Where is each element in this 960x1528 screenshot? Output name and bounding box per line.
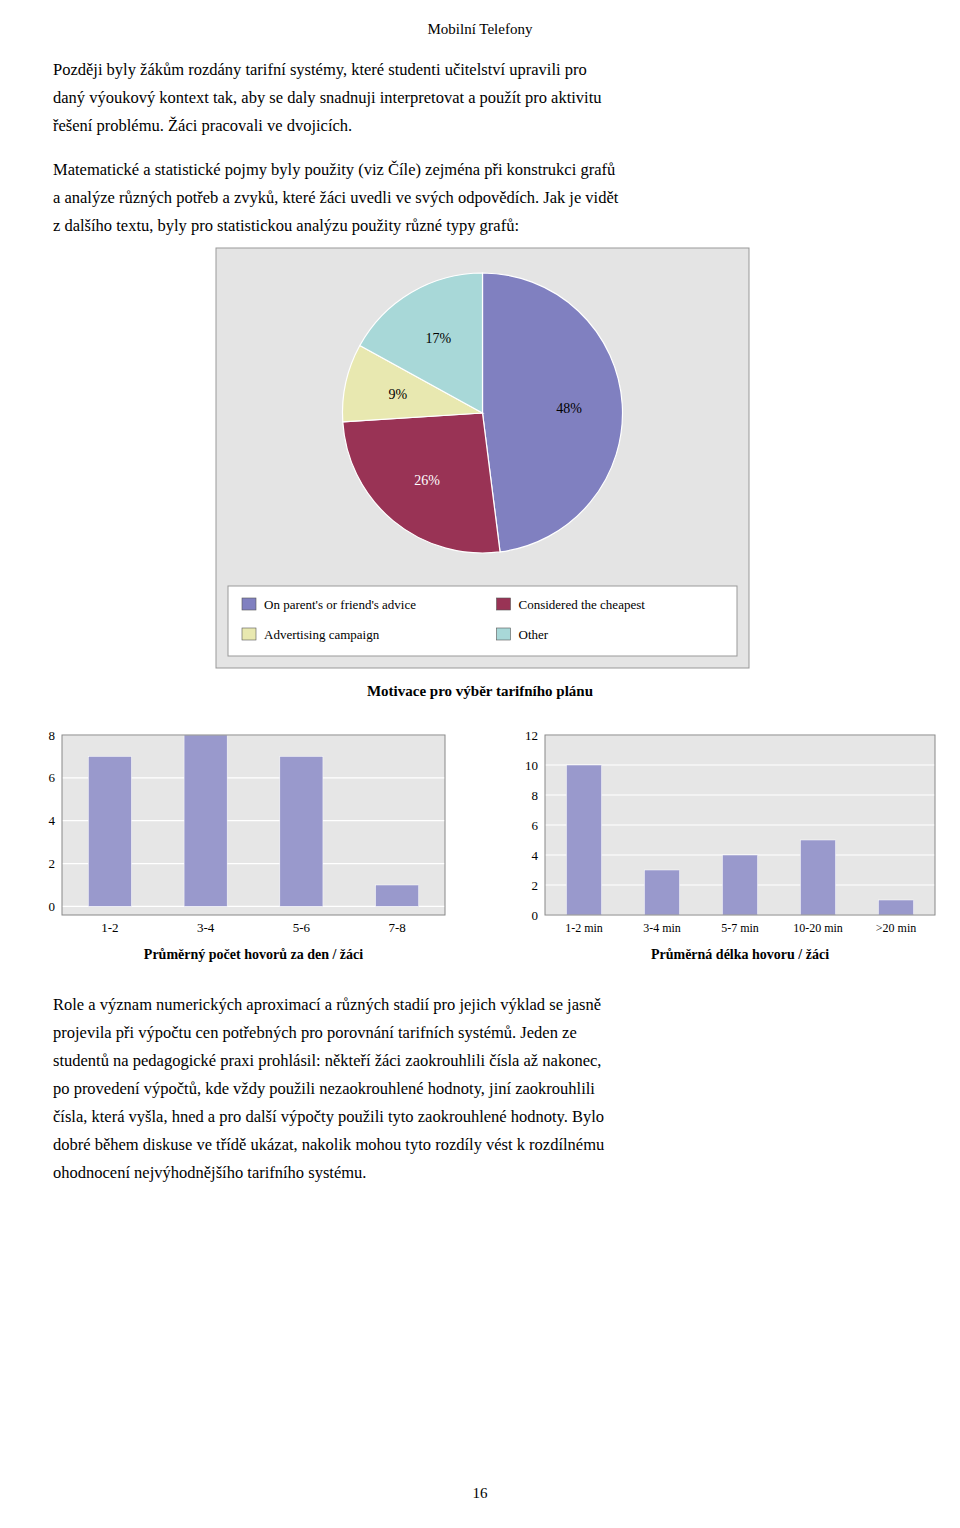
tick-label: 12	[525, 728, 538, 743]
body-text: Matematické a statistické pojmy byly pou…	[53, 160, 615, 179]
legend-entry: On parent's or friend's advice	[264, 597, 416, 612]
legend-entry: Considered the cheapest	[519, 597, 646, 612]
body-text: Později byly žákům rozdány tarifní systé…	[53, 60, 587, 79]
page: Mobilní Telefony Později byly žákům rozdá…	[0, 0, 960, 1528]
bar	[280, 756, 323, 906]
legend-swatch	[497, 628, 511, 640]
body-text: čísla, která vyšla, hned a pro další výp…	[53, 1107, 604, 1126]
body-text: dobré během diskuse ve třídě ukázat, nak…	[53, 1135, 604, 1154]
grid-line	[545, 824, 935, 825]
body-text: Role a význam numerických aproximací a r…	[53, 995, 601, 1014]
body-text: a analýze různých potřeb a zvyků, které …	[53, 188, 619, 207]
legend-swatch	[242, 628, 256, 640]
tick-label: 2	[49, 856, 56, 871]
bar	[376, 885, 419, 906]
plot-frame	[545, 735, 935, 915]
bar	[800, 840, 835, 915]
plot-frame	[62, 735, 445, 915]
legend-swatch	[242, 598, 256, 610]
legend-entry: Other	[519, 627, 549, 642]
tick-label: 6	[532, 818, 539, 833]
pie-slice	[343, 413, 500, 553]
pie-chart: 48% 26% 9% 17% On parent's or friend's advic…	[216, 248, 749, 668]
data-label: 48%	[556, 401, 582, 416]
legend	[228, 586, 737, 656]
pie-panel	[216, 248, 749, 668]
tick-label: 0	[49, 899, 56, 914]
bar	[722, 855, 757, 915]
tick-label: 5-7 min	[721, 921, 759, 935]
tick-label: 7-8	[388, 920, 405, 935]
tick-label: 10	[525, 758, 538, 773]
tick-label: 8	[532, 788, 539, 803]
plot-background	[545, 735, 935, 915]
bar	[88, 756, 131, 906]
body-text: ohodnocení nejvýhodnějšího tarifního sys…	[53, 1163, 366, 1182]
tick-label: 1-2 min	[565, 921, 603, 935]
tick-label: 3-4 min	[643, 921, 681, 935]
body-text: po provedení výpočtů, kde vždy použili n…	[53, 1079, 595, 1098]
bar	[184, 735, 227, 906]
chart-title: Průměrná délka hovoru / žáci	[651, 947, 829, 962]
body-text: studentů na pedagogické praxi prohlásil:…	[53, 1051, 601, 1070]
page-number: 16	[473, 1485, 489, 1501]
pie-slice	[483, 273, 623, 552]
bar	[644, 870, 679, 915]
data-label: 17%	[425, 331, 451, 346]
body-text: daný výoukový kontext tak, aby se daly s…	[53, 88, 602, 107]
plot-background	[62, 735, 445, 915]
page-title: Mobilní Telefony	[428, 21, 533, 37]
tick-label: 4	[532, 848, 539, 863]
tick-label: >20 min	[876, 921, 916, 935]
tick-label: 0	[532, 908, 539, 923]
chart-title: Motivace pro výběr tarifního plánu	[367, 683, 593, 699]
grid-line	[545, 764, 935, 765]
tick-label: 10-20 min	[793, 921, 843, 935]
tick-label: 2	[532, 878, 539, 893]
chart-title: Průměrný počet hovorů za den / žáci	[144, 947, 363, 962]
grid-line	[545, 794, 935, 795]
tick-label: 1-2	[101, 920, 118, 935]
legend-entry: Advertising campaign	[264, 627, 380, 642]
bar	[878, 900, 913, 915]
data-label: 9%	[388, 387, 407, 402]
tick-label: 4	[49, 813, 56, 828]
tick-label: 8	[49, 728, 56, 743]
pie-slice	[360, 273, 483, 413]
bars	[566, 765, 913, 915]
bar	[566, 765, 601, 915]
body-text: řešení problému. Žáci pracovali ve dvoji…	[53, 116, 352, 135]
tick-label: 3-4	[197, 920, 215, 935]
body-text: z dalšího textu, byly pro statistickou a…	[53, 216, 519, 235]
bars	[88, 735, 418, 906]
data-label: 26%	[414, 473, 440, 488]
body-text: projevila při výpočtu cen potřebných pro…	[53, 1023, 577, 1042]
bar-chart: 0 2 4 6 8 1-2 3-4 5-6 7-8 Průměrný počet hovorů z…	[49, 728, 446, 963]
tick-label: 5-6	[293, 920, 311, 935]
bar-chart: 0 2 4 6 8 10 12 1-2 min 3-4 min 5-7 min 10-20 min >…	[525, 728, 935, 963]
tick-label: 6	[49, 770, 56, 785]
legend-swatch	[497, 598, 511, 610]
